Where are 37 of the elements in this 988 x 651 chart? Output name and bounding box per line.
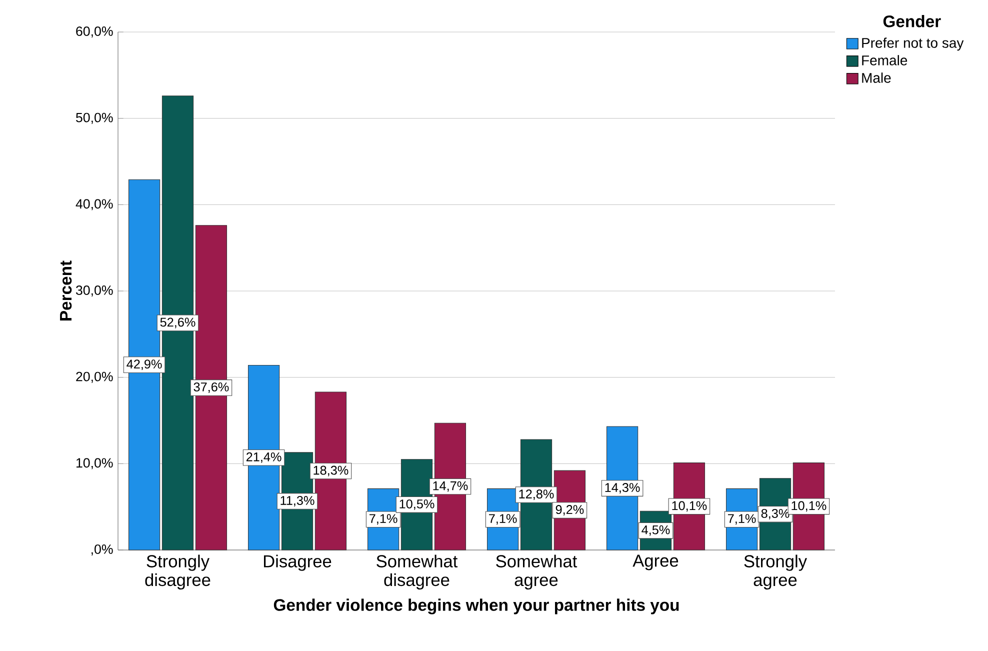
data-label: 9,2%	[556, 505, 584, 516]
x-tick-label: Somewhat agree	[496, 554, 578, 590]
y-tick-label: 60,0%	[76, 26, 113, 38]
data-label: 42,9%	[126, 360, 162, 370]
data-label: 7,1%	[489, 514, 517, 525]
x-axis-title: Gender violence begins when your partner hits you	[274, 598, 679, 614]
x-tick-label: Agree	[632, 554, 678, 570]
legend-title: Gender	[883, 15, 941, 28]
data-label: 52,6%	[160, 318, 196, 328]
legend-label: Female	[862, 55, 908, 66]
y-tick-label: 10,0%	[76, 458, 113, 470]
data-label: 10,1%	[672, 501, 707, 512]
x-tick-label: Strongly disagree	[145, 554, 210, 590]
data-label: 18,3%	[314, 466, 348, 476]
data-label: 37,6%	[194, 382, 229, 393]
y-tick-label: 20,0%	[76, 372, 113, 383]
data-label: 8,3%	[761, 508, 790, 520]
y-tick-label: 30,0%	[76, 286, 113, 297]
y-tick-label: ,0%	[92, 544, 113, 556]
x-tick-label: Disagree	[264, 554, 332, 571]
y-axis-title: Percent	[60, 260, 72, 320]
x-tick-label: Strongly agree	[744, 554, 808, 590]
data-label: 21,4%	[246, 452, 282, 463]
y-tick-label: 40,0%	[76, 199, 113, 210]
data-label: 12,8%	[519, 490, 554, 500]
data-label: 7,1%	[728, 514, 756, 525]
data-label: 10,1%	[792, 501, 826, 512]
legend-label: Male	[862, 72, 891, 83]
data-label: 10,5%	[400, 499, 434, 510]
x-tick-label: Somewhat disagree	[376, 554, 458, 590]
data-label: 14,3%	[605, 483, 640, 494]
data-label: 14,7%	[433, 481, 468, 492]
data-label: 4,5%	[642, 525, 670, 536]
data-label: 7,1%	[370, 514, 398, 525]
legend-label: Prefer not to say	[862, 38, 964, 51]
data-label: 11,3%	[280, 496, 314, 506]
y-tick-label: 50,0%	[76, 112, 113, 124]
